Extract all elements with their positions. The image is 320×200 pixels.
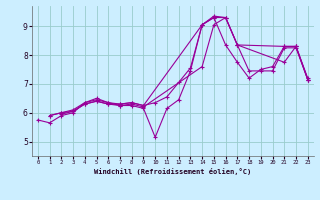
- X-axis label: Windchill (Refroidissement éolien,°C): Windchill (Refroidissement éolien,°C): [94, 168, 252, 175]
